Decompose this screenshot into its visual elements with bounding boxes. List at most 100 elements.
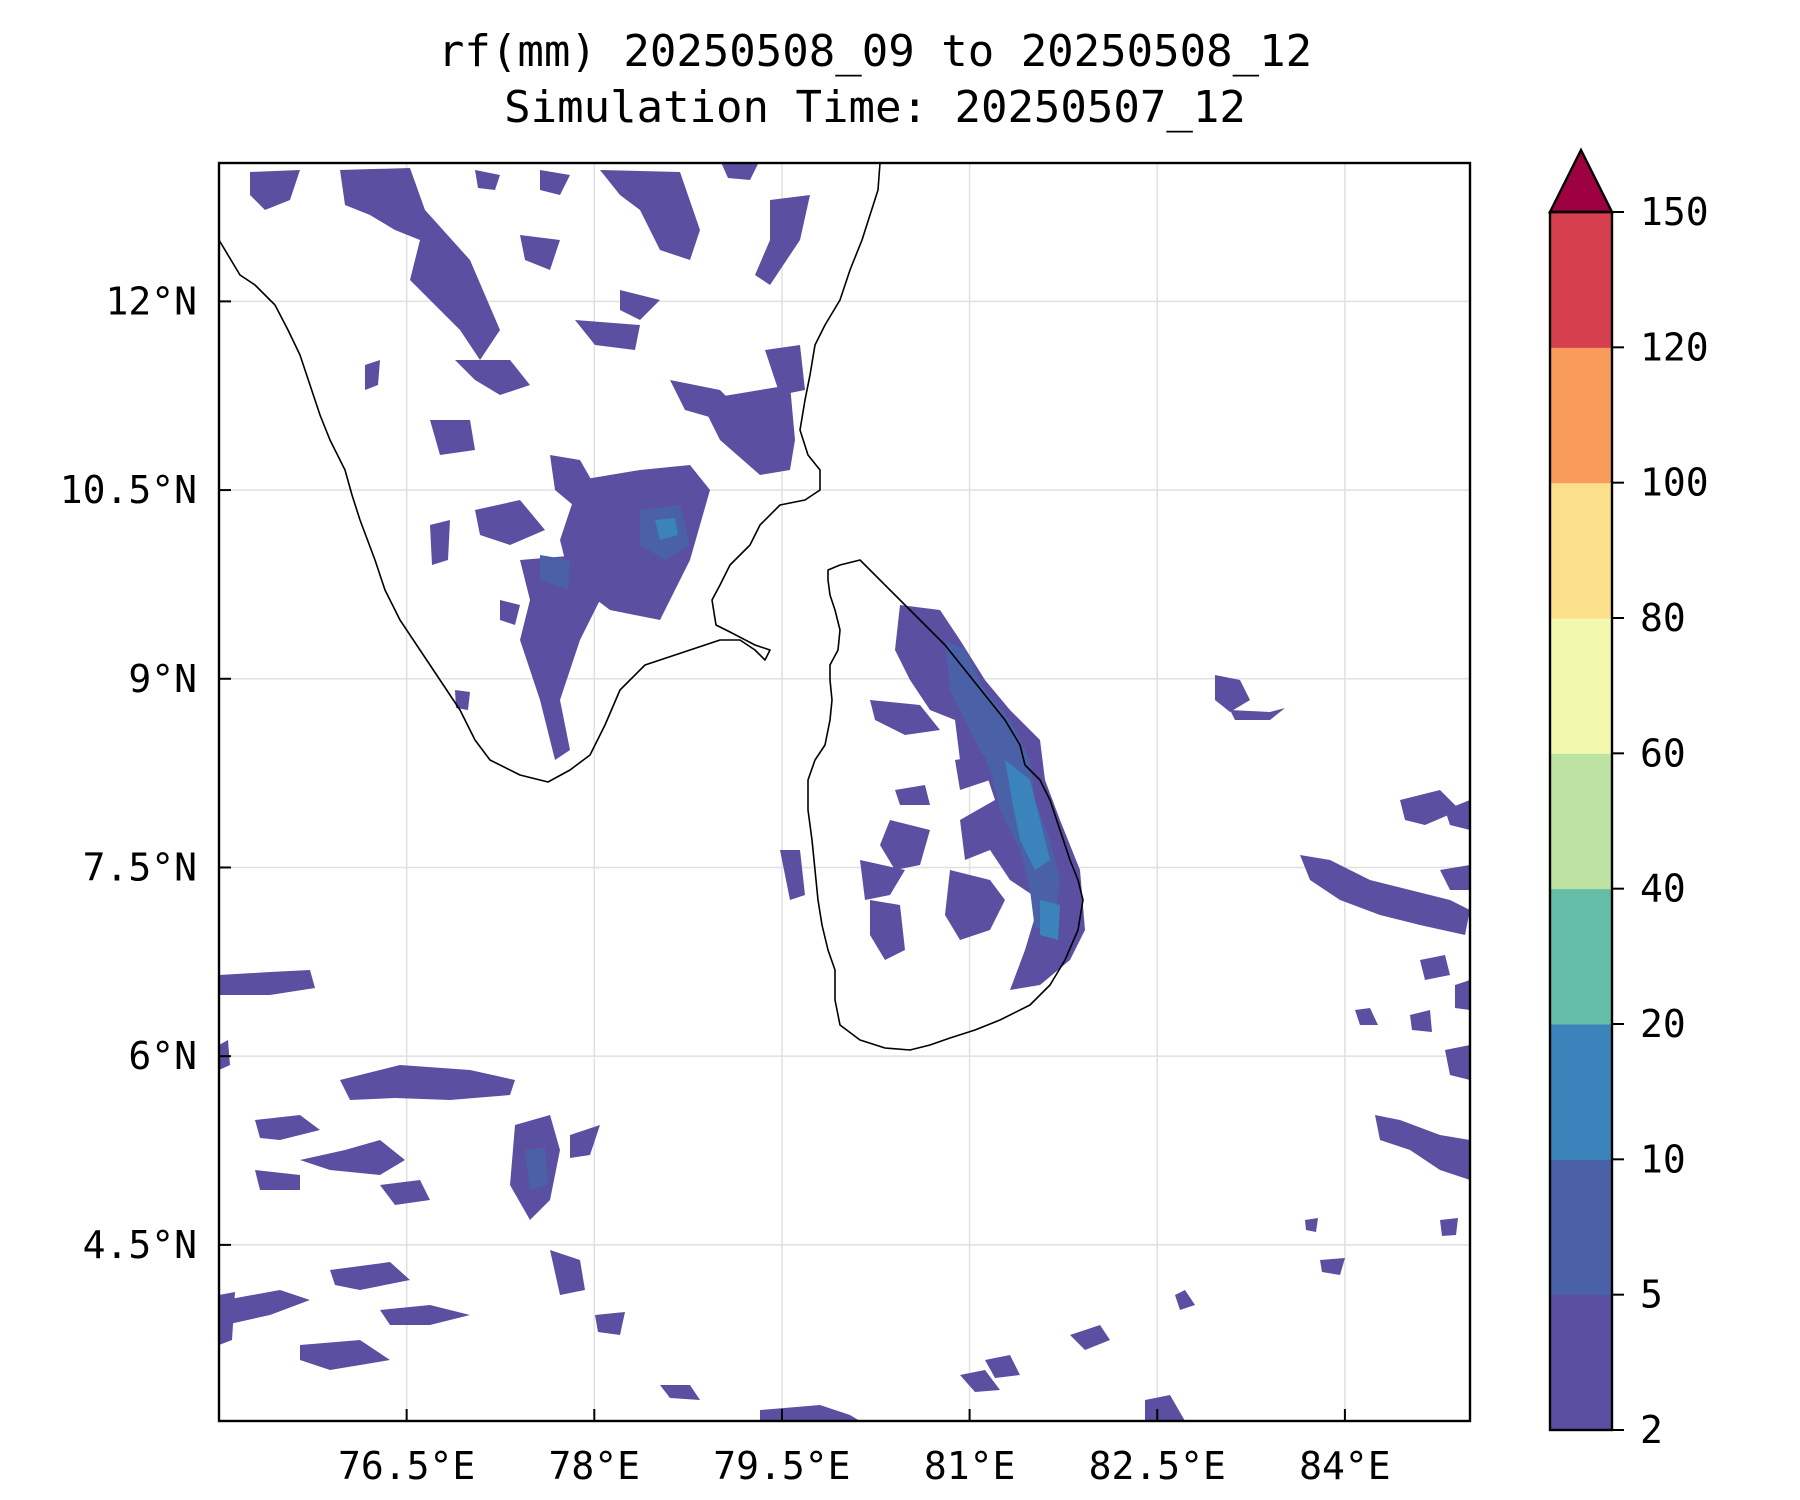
y-tick-label: 7.5°N [83, 845, 197, 889]
rain-patch [755, 195, 810, 285]
rain-patch [1145, 1395, 1185, 1421]
rain-patch [570, 1125, 600, 1158]
rain-patch [300, 1340, 390, 1370]
rain-patch [250, 170, 300, 210]
rain-patch [430, 520, 450, 565]
rain-patch [380, 1180, 430, 1205]
colorbar-extend-triangle [1548, 147, 1614, 214]
rain-patch [1375, 1115, 1470, 1180]
rain-patch [475, 170, 500, 190]
rain-patch [540, 555, 570, 590]
rain-patch [1445, 1045, 1470, 1080]
rain-patch [330, 1262, 410, 1290]
y-tick-label: 10.5°N [60, 468, 197, 512]
rain-patch [540, 170, 570, 195]
x-tick-label: 79.5°E [713, 1444, 850, 1488]
colorbar-label: 10 [1640, 1137, 1686, 1181]
rain-patch [1410, 1010, 1432, 1032]
rain-patch [780, 850, 805, 900]
longitude-axis: 76.5°E 78°E 79.5°E 81°E 82.5°E 84°E [338, 1409, 1391, 1488]
rain-patch [575, 320, 640, 350]
colorbar-segment [1550, 347, 1612, 484]
rain-patch [895, 785, 930, 805]
title-line-2: Simulation Time: 20250507_12 [504, 82, 1246, 133]
y-tick-label: 9°N [128, 657, 197, 701]
rain-patch [255, 1170, 300, 1190]
rain-patch [300, 1140, 405, 1175]
rain-patch [1215, 675, 1250, 712]
rain-patch [430, 420, 475, 455]
rain-patch [1305, 1218, 1318, 1232]
y-tick-label: 12°N [105, 279, 197, 323]
x-tick-label: 82.5°E [1089, 1444, 1226, 1488]
rain-patch [1175, 1290, 1195, 1310]
rain-patch [960, 1370, 1000, 1392]
colorbar-label: 5 [1640, 1273, 1663, 1317]
rain-patch [455, 360, 530, 395]
colorbar-segment [1550, 1159, 1612, 1296]
coastlines [219, 163, 1084, 1051]
rainfall-contours [219, 163, 1470, 1421]
rain-patch [520, 235, 560, 270]
rain-patch [1455, 980, 1470, 1010]
rain-patch [595, 1312, 625, 1335]
rain-patch [721, 163, 759, 180]
map-frame [217, 161, 1472, 1423]
rain-patch [255, 1115, 320, 1140]
colorbar-label: 60 [1640, 731, 1686, 775]
rain-patch [880, 820, 930, 870]
rain-patch [1230, 708, 1285, 720]
rain-patch [1355, 1008, 1378, 1025]
rain-patch [225, 1290, 310, 1325]
colorbar-frame [1548, 210, 1614, 1432]
colorbar-label: 80 [1640, 596, 1686, 640]
map-panel: 76.5°E 78°E 79.5°E 81°E 82.5°E 84°E 12°N 10.5°… [60, 161, 1472, 1488]
colorbar-segment [1550, 212, 1612, 348]
rain-patch [870, 700, 940, 735]
y-tick-label: 6°N [128, 1034, 197, 1078]
colorbar-segment [1550, 753, 1612, 890]
rain-patch [1420, 955, 1450, 980]
colorbar-segment [1550, 482, 1612, 619]
rain-patch [475, 500, 545, 545]
rain-patch [500, 600, 520, 625]
rain-patch [1440, 1218, 1458, 1236]
colorbar-label: 150 [1640, 190, 1709, 234]
rain-patch [760, 1405, 860, 1421]
latitude-axis: 12°N 10.5°N 9°N 7.5°N 6°N 4.5°N [60, 279, 231, 1267]
x-tick-label: 81°E [924, 1444, 1016, 1488]
x-tick-label: 78°E [549, 1444, 641, 1488]
rain-patch [1440, 865, 1470, 890]
rain-patch [1300, 855, 1470, 935]
colorbar-label: 2 [1640, 1408, 1663, 1452]
rain-patch [520, 555, 600, 760]
colorbar-segment [1550, 1294, 1612, 1431]
colorbar-label: 20 [1640, 1002, 1686, 1046]
rain-patch [985, 1355, 1020, 1378]
rain-patch [1070, 1325, 1110, 1350]
rain-patch [1400, 790, 1460, 825]
rain-patch [1040, 900, 1060, 940]
rain-patch [1445, 800, 1470, 830]
rain-patch [655, 518, 678, 540]
colorbar-label: 120 [1640, 325, 1709, 369]
rain-patch [380, 1305, 470, 1325]
rain-patch [660, 1385, 700, 1400]
rain-patch [1005, 760, 1050, 870]
y-tick-label: 4.5°N [83, 1223, 197, 1267]
x-tick-label: 76.5°E [338, 1444, 475, 1488]
rain-patch [945, 870, 1005, 940]
india-coastline [219, 163, 881, 783]
colorbar-label: 40 [1640, 867, 1686, 911]
colorbar-segment [1550, 888, 1612, 1025]
rain-patch [1440, 1140, 1470, 1160]
rain-patch [525, 1148, 548, 1190]
sri-lanka-coastline [807, 559, 1084, 1051]
rain-patch [1320, 1258, 1345, 1275]
rain-patch [765, 345, 805, 395]
rain-patch [600, 170, 700, 260]
x-tick-label: 84°E [1299, 1444, 1391, 1488]
rain-patch [340, 1065, 515, 1100]
rain-patch [870, 900, 905, 960]
